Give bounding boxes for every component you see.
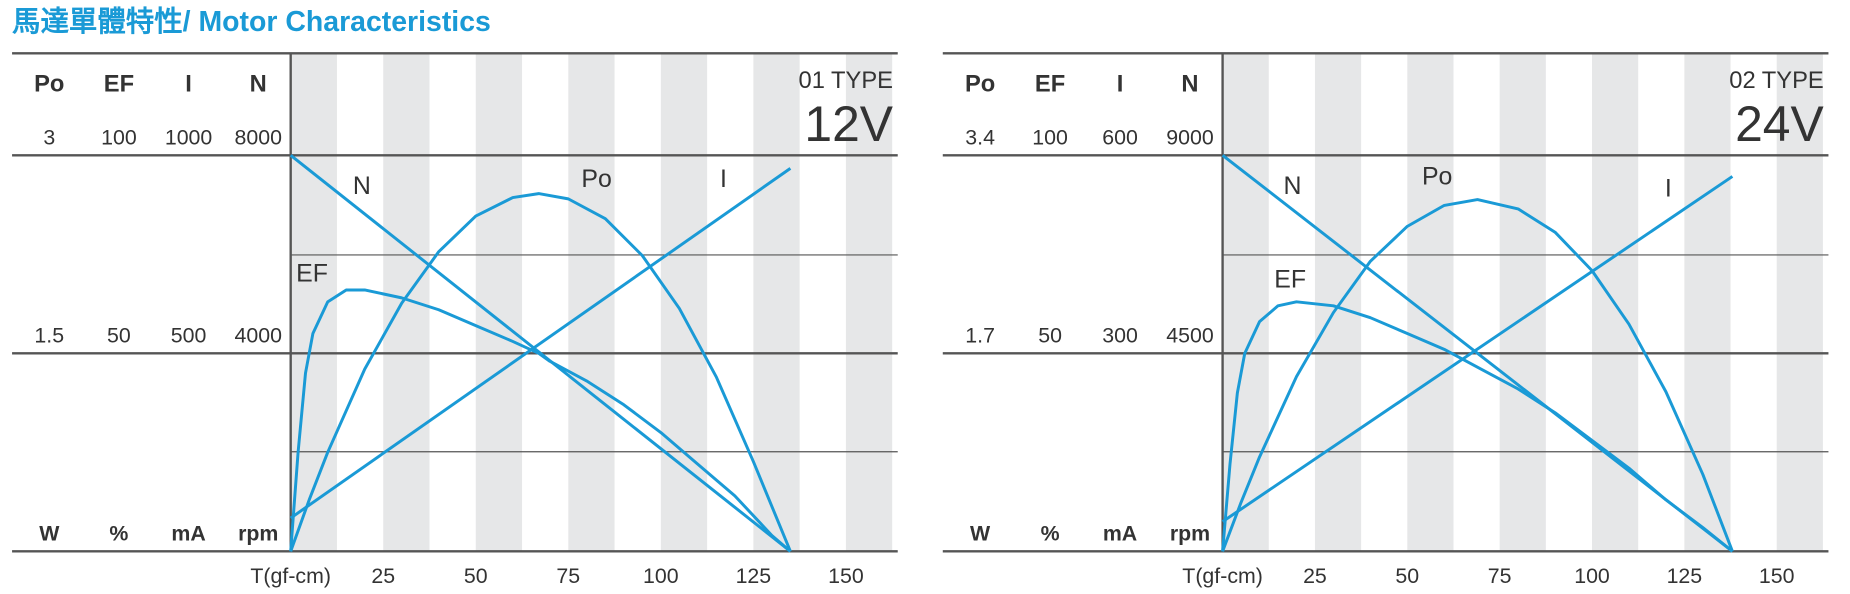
y-tick-label: 9000: [1166, 125, 1214, 149]
y-tick-label: 3.4: [965, 125, 995, 149]
x-tick-label: 150: [1759, 564, 1795, 588]
series-label: EF: [1274, 266, 1306, 294]
y-tick-label: 4000: [235, 323, 283, 347]
voltage-label: 12V: [804, 96, 893, 152]
series-label: N: [1284, 172, 1302, 200]
x-tick-label: 25: [1303, 564, 1327, 588]
y-tick-label: 50: [1038, 323, 1062, 347]
stripe: [1499, 53, 1546, 552]
series-label: I: [1665, 174, 1672, 202]
axis-name: Po: [965, 72, 995, 98]
stripe: [660, 53, 708, 552]
axis-unit: rpm: [238, 521, 278, 545]
axis-name: N: [1181, 72, 1198, 98]
axis-name: EF: [104, 72, 134, 98]
page-title: 馬達單體特性/ Motor Characteristics: [12, 6, 491, 38]
x-tick-label: 150: [828, 564, 864, 588]
series-label: I: [720, 165, 727, 193]
series-line: [289, 167, 792, 520]
stripe: [1684, 53, 1731, 552]
x-tick-label: 75: [556, 564, 580, 588]
y-tick-label: 4500: [1166, 323, 1214, 347]
x-axis-label: T(gf-cm): [250, 564, 331, 588]
axis-name: N: [250, 72, 267, 98]
axis-name: EF: [1035, 72, 1065, 98]
axis-name: I: [1117, 72, 1124, 98]
axis-unit: W: [39, 521, 60, 545]
series-label: N: [353, 172, 371, 200]
voltage-label: 24V: [1735, 96, 1824, 152]
y-tick-label: 100: [101, 125, 137, 149]
y-tick-label: 600: [1102, 125, 1138, 149]
y-tick-label: 500: [171, 323, 207, 347]
y-tick-label: 50: [107, 323, 131, 347]
y-tick-label: 300: [1102, 323, 1138, 347]
stripe: [1314, 53, 1362, 552]
x-tick-label: 125: [1667, 564, 1703, 588]
series-label: Po: [1422, 162, 1452, 190]
x-tick-label: 100: [643, 564, 679, 588]
series-line: [289, 192, 792, 552]
x-tick-label: 50: [464, 564, 488, 588]
y-tick-label: 1000: [165, 125, 213, 149]
y-tick-label: 8000: [235, 125, 283, 149]
x-axis-label: T(gf-cm): [1182, 564, 1263, 588]
x-tick-label: 100: [1574, 564, 1610, 588]
stripe: [753, 53, 800, 552]
y-tick-label: 3: [43, 125, 55, 149]
axis-unit: %: [109, 521, 128, 545]
stripe: [383, 53, 430, 552]
x-tick-label: 25: [371, 564, 395, 588]
axis-unit: mA: [1103, 521, 1137, 545]
x-tick-label: 125: [736, 564, 772, 588]
axis-unit: W: [970, 521, 991, 545]
series-line: [289, 288, 792, 553]
stripe: [845, 53, 893, 552]
y-tick-label: 1.5: [34, 323, 64, 347]
stripe: [1407, 53, 1454, 552]
axis-unit: rpm: [1170, 521, 1210, 545]
y-tick-label: 1.7: [965, 323, 995, 347]
series-label: EF: [296, 260, 328, 288]
type-label: 01 TYPE: [799, 68, 893, 94]
y-tick-label: 100: [1032, 125, 1068, 149]
type-label: 02 TYPE: [1729, 68, 1823, 94]
series-line: [1221, 300, 1734, 553]
x-tick-label: 50: [1395, 564, 1419, 588]
axis-name: Po: [34, 72, 64, 98]
stripe: [1776, 53, 1823, 552]
stripe: [568, 53, 615, 552]
axis-name: I: [185, 72, 192, 98]
series-line: [1221, 175, 1734, 523]
series-line: [1221, 198, 1734, 552]
series-label: Po: [581, 165, 611, 193]
x-tick-label: 75: [1488, 564, 1512, 588]
stripe: [475, 53, 523, 552]
axis-unit: %: [1041, 521, 1060, 545]
axis-unit: mA: [171, 521, 205, 545]
